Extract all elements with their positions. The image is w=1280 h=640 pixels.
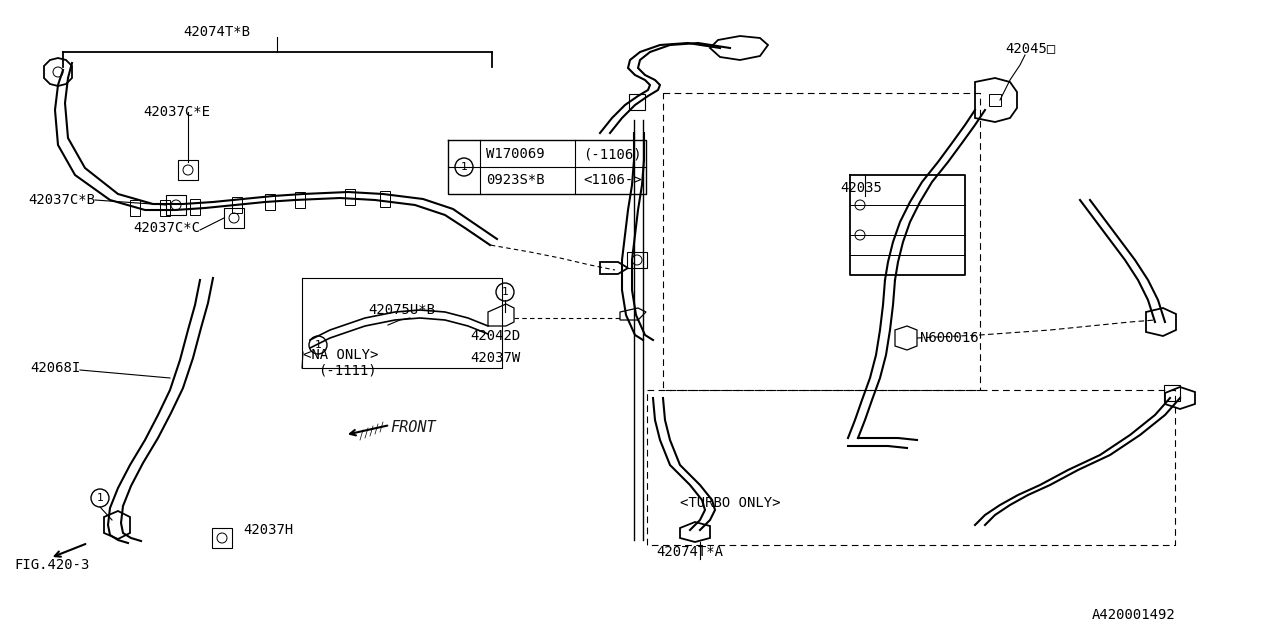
Bar — [989, 94, 1001, 106]
Bar — [294, 192, 305, 208]
Text: 42037C*E: 42037C*E — [143, 105, 210, 119]
Text: 42037C*C: 42037C*C — [133, 221, 200, 235]
Bar — [166, 195, 186, 215]
Text: <TURBO ONLY>: <TURBO ONLY> — [680, 496, 781, 510]
Text: W170069: W170069 — [486, 147, 544, 161]
Text: 42045□: 42045□ — [1005, 41, 1055, 55]
Bar — [160, 200, 170, 216]
Text: 1: 1 — [315, 340, 321, 350]
Text: 42075U*B: 42075U*B — [369, 303, 435, 317]
Bar — [131, 200, 140, 216]
Text: 1: 1 — [461, 162, 467, 172]
Text: 42042D: 42042D — [470, 329, 520, 343]
Text: 1: 1 — [502, 287, 508, 297]
Text: 1: 1 — [96, 493, 104, 503]
Bar — [627, 252, 646, 268]
Bar — [380, 191, 390, 207]
Text: 0923S*B: 0923S*B — [486, 173, 544, 187]
Bar — [178, 160, 198, 180]
Bar — [189, 199, 200, 215]
Text: 42074T*A: 42074T*A — [657, 545, 723, 559]
Text: 42074T*B: 42074T*B — [183, 25, 250, 39]
Text: 42037H: 42037H — [243, 523, 293, 537]
Text: <1106->: <1106-> — [582, 173, 641, 187]
Text: <NA ONLY>: <NA ONLY> — [303, 348, 379, 362]
Bar — [224, 208, 244, 228]
Bar — [265, 194, 275, 210]
Bar — [346, 189, 355, 205]
Text: 42068I: 42068I — [29, 361, 81, 375]
Text: (-1111): (-1111) — [317, 363, 376, 377]
Bar — [628, 94, 645, 110]
Text: 42037W: 42037W — [470, 351, 520, 365]
Text: A420001492: A420001492 — [1092, 608, 1175, 622]
Bar — [1164, 385, 1180, 401]
Text: (-1106): (-1106) — [582, 147, 641, 161]
Text: FIG.420-3: FIG.420-3 — [14, 558, 90, 572]
Bar — [232, 197, 242, 213]
Text: FRONT: FRONT — [390, 419, 435, 435]
Bar — [212, 528, 232, 548]
Text: N600016: N600016 — [920, 331, 979, 345]
Text: 42035: 42035 — [840, 181, 882, 195]
Text: 42037C*B: 42037C*B — [28, 193, 95, 207]
